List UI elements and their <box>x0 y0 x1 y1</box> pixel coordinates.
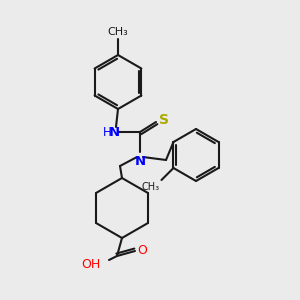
Text: O: O <box>137 244 147 256</box>
Text: CH₃: CH₃ <box>141 182 160 192</box>
Text: N: N <box>134 155 146 168</box>
Text: N: N <box>108 125 120 139</box>
Text: S: S <box>159 113 169 127</box>
Text: OH: OH <box>81 259 100 272</box>
Text: CH₃: CH₃ <box>108 27 128 37</box>
Text: H: H <box>103 125 111 139</box>
